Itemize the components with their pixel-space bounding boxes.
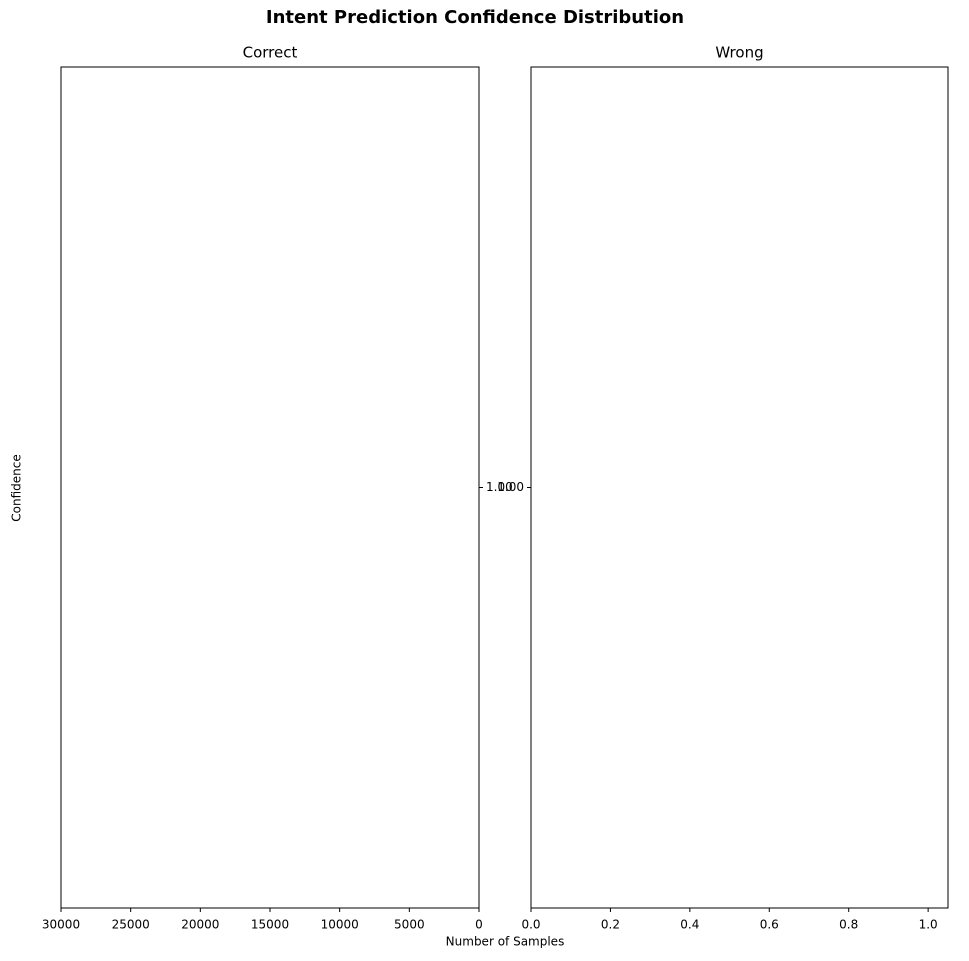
panel-title: Wrong <box>715 44 763 62</box>
plot-frame <box>60 66 480 909</box>
x-tick-label: 10000 <box>321 918 359 932</box>
x-tick-label: 0.4 <box>680 918 699 932</box>
x-tick-label: 0.8 <box>839 918 858 932</box>
plot-frame <box>530 66 949 909</box>
y-tick-label: 1.00 <box>497 480 524 494</box>
panel-title: Correct <box>243 44 298 62</box>
x-tick-label: 5000 <box>394 918 425 932</box>
x-tick-label: 0 <box>475 918 483 932</box>
x-tick-label: 20000 <box>181 918 219 932</box>
x-tick-label: 0.0 <box>521 918 540 932</box>
x-tick-label: 25000 <box>112 918 150 932</box>
x-tick-label: 1.0 <box>919 918 938 932</box>
x-tick-label: 0.6 <box>760 918 779 932</box>
x-tick-label: 15000 <box>251 918 289 932</box>
y-axis-label: Confidence <box>10 454 24 521</box>
chart-title: Intent Prediction Confidence Distributio… <box>266 7 684 28</box>
x-tick-label: 30000 <box>42 918 80 932</box>
x-axis-label: Number of Samples <box>446 935 565 949</box>
x-tick-label: 0.2 <box>601 918 620 932</box>
y-tick-label: 1.00 <box>486 480 513 494</box>
